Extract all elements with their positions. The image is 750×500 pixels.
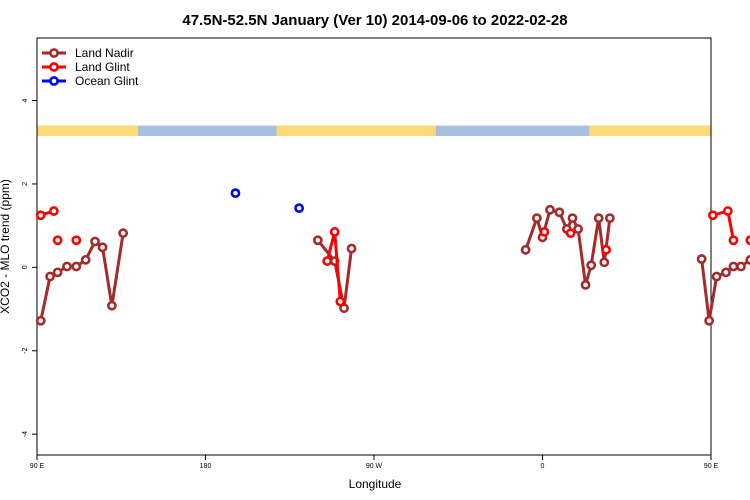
legend-land-nadir-marker [49,48,59,58]
legend-ocean-glint-marker [49,76,59,86]
land-band [37,125,139,136]
land-nadir-point [711,271,722,282]
land-nadir-point [90,236,100,247]
land-glint-point [565,228,576,239]
land-nadir-point [704,315,715,326]
y-tick-label: 0 [22,265,29,269]
legend-ocean-glint-label: Ocean Glint [75,74,139,88]
land-nadir-point [312,235,323,246]
legend-land-nadir-label: Land Nadir [75,46,134,60]
land-nadir-point [346,243,357,254]
land-nadir-point [62,261,72,272]
land-nadir-point [106,300,117,311]
ocean-glint-point [294,203,305,214]
land-nadir-point [71,261,82,272]
land-nadir-point [599,257,610,268]
land-nadir-point [567,213,578,224]
y-tick-label: -2 [22,348,29,354]
land-glint-point [722,206,733,216]
ocean-glint-point [230,188,241,199]
land-nadir-point [531,213,542,224]
land-nadir-point [580,279,591,290]
y-tick-label: 2 [22,182,29,186]
x-axis: 90 E 180 90 W 0 90 E [30,455,719,470]
series-layer [35,188,750,326]
land-nadir-point [45,271,56,282]
land-glint-point [745,235,750,246]
x-tick-label: 0 [541,463,545,470]
land-glint-point [601,244,612,255]
land-glint-point [539,227,550,237]
land-nadir-point [736,261,746,272]
y-axis: -4 -2 0 2 4 [22,99,37,437]
x-axis-label: Longitude [349,477,402,491]
y-axis-label: XCO2 - MLO trend (ppm) [0,179,12,314]
land-nadir-point [35,315,46,326]
x-tick-label: 90 E [30,463,45,470]
land-band [589,125,711,136]
land-nadir-point [593,213,604,224]
land-nadir-point [721,267,731,278]
land-glint-point [71,235,82,246]
land-nadir-point [696,254,707,264]
land-nadir-point [605,213,615,224]
land-glint-point [322,256,333,266]
land-ocean-strip [37,125,711,136]
land-nadir-point [554,207,565,218]
land-glint-point [329,227,340,237]
land-nadir-point [573,224,583,234]
land-nadir-point [80,254,91,265]
chart-title: 47.5N-52.5N January (Ver 10) 2014-09-06 … [182,12,567,29]
land-nadir-point [118,228,129,239]
land-glint-point [707,210,718,221]
land-glint-point [35,210,46,221]
land-glint-point [728,235,739,246]
land-nadir-point [52,267,63,278]
land-nadir-point [520,244,531,255]
land-band [276,125,436,136]
land-nadir-point [586,260,597,271]
land-nadir-point [728,261,739,272]
land-glint-point [48,206,59,216]
land-glint-point [335,296,346,307]
land-glint-point [52,235,63,246]
y-tick-label: -4 [22,431,29,437]
x-tick-label: 90 E [704,463,719,470]
x-tick-label: 90 W [366,463,383,470]
x-tick-label: 180 [200,463,212,470]
plot-frame [36,37,712,456]
land-nadir-point [97,242,108,253]
land-glint-line [325,230,342,302]
y-tick-label: 4 [22,99,29,103]
land-nadir-point [545,204,555,215]
land-nadir-point [745,254,750,265]
legend-land-glint-marker [49,62,59,72]
legend-land-glint-label: Land Glint [75,60,130,74]
